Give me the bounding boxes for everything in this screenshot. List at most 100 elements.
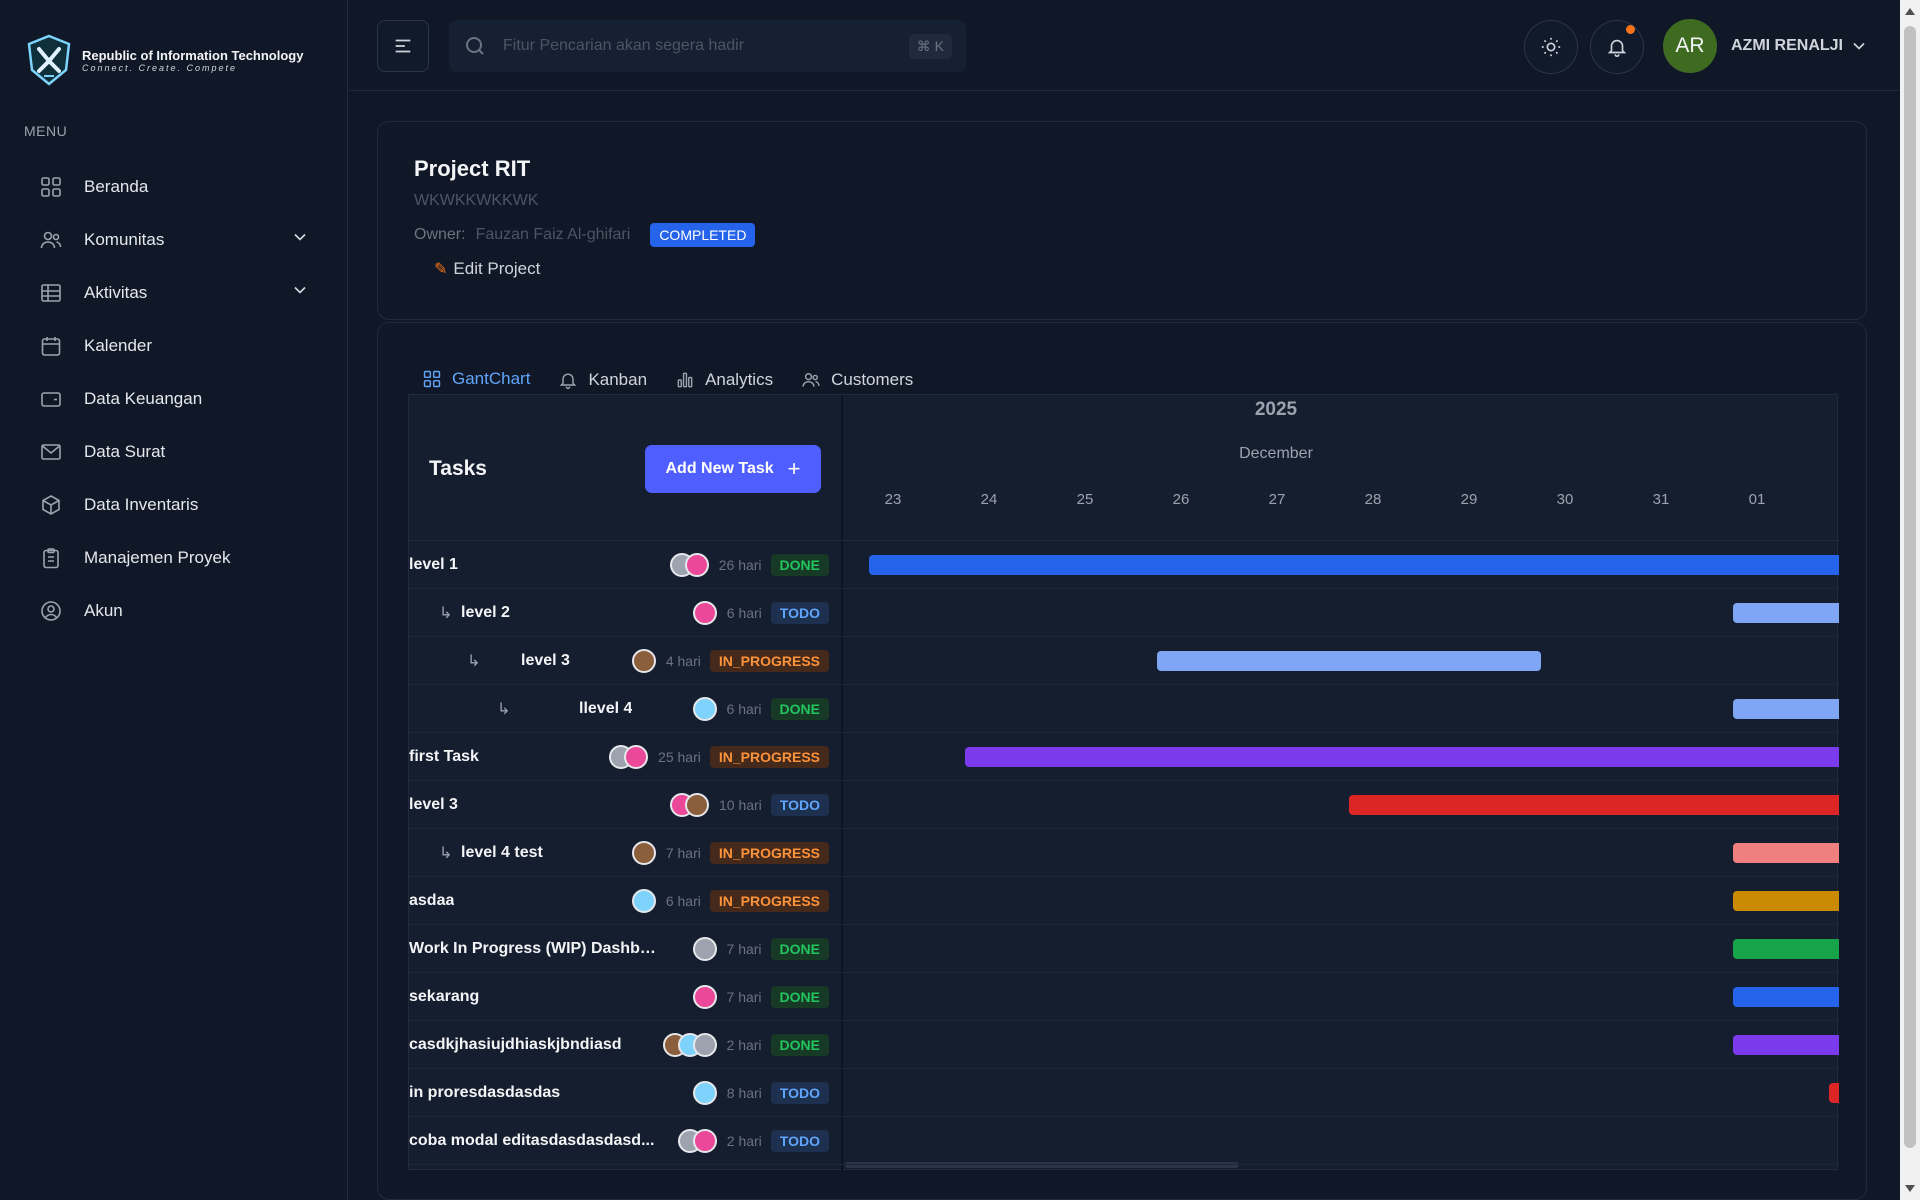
- tab-kanban[interactable]: Kanban: [544, 361, 661, 399]
- task-name[interactable]: in proresdasdasdas: [409, 1083, 561, 1101]
- task-row[interactable]: sekarang 7 hari DONE: [409, 973, 843, 1021]
- timeline-area[interactable]: 2025 December 23 24 25 26 27 28 29 30 31 01: [845, 395, 1839, 1171]
- box-icon: [38, 492, 64, 518]
- sidebar-item-komunitas[interactable]: Komunitas: [38, 213, 310, 266]
- scroll-down-arrow[interactable]: [1905, 1185, 1915, 1192]
- sidebar-item-label: Data Keuangan: [84, 388, 203, 408]
- sun-icon: [1541, 37, 1561, 57]
- clipboard-icon: [38, 545, 64, 571]
- assignee-avatar: [684, 792, 709, 817]
- subtask-arrow-icon: ↳: [467, 652, 481, 670]
- task-bar[interactable]: [1733, 891, 1839, 911]
- task-row[interactable]: casdkjhasiujdhiaskjbndiasd 2 hari DONE: [409, 1021, 843, 1069]
- task-name[interactable]: level 2: [461, 603, 510, 621]
- task-bar[interactable]: [1733, 843, 1839, 863]
- task-name[interactable]: sekarang: [409, 987, 480, 1005]
- assignee-avatar: [692, 984, 717, 1009]
- menu-label: MENU: [24, 123, 68, 139]
- add-new-task-label: Add New Task: [665, 460, 774, 477]
- sidebar-item-label: Data Surat: [84, 441, 166, 461]
- theme-toggle-button[interactable]: [1524, 20, 1578, 74]
- owner-label: Owner:: [414, 226, 466, 243]
- task-name[interactable]: level 4 test: [461, 843, 543, 861]
- notifications-button[interactable]: [1590, 20, 1644, 74]
- task-bar[interactable]: [869, 555, 1839, 575]
- sidebar-item-data-surat[interactable]: Data Surat: [38, 425, 310, 478]
- project-subtitle: WKWKKWKKWK: [414, 192, 539, 209]
- task-bar[interactable]: [1829, 1083, 1839, 1103]
- task-row[interactable]: ↳ level 3 4 hari IN_PROGRESS: [409, 637, 843, 685]
- task-row[interactable]: coba modal editasdasdasdasd... 2 hari TODO: [409, 1117, 843, 1165]
- task-bar[interactable]: [1733, 939, 1839, 959]
- task-status-badge: DONE: [770, 937, 829, 960]
- sidebar-item-data-inventaris[interactable]: Data Inventaris: [38, 478, 310, 531]
- user-circle-icon: [38, 598, 64, 624]
- task-duration: 2 hari: [726, 1132, 762, 1149]
- search-input[interactable]: [503, 37, 909, 55]
- task-bar[interactable]: [965, 747, 1839, 767]
- scroll-thumb[interactable]: [1904, 26, 1916, 1148]
- task-name[interactable]: llevel 4: [579, 699, 633, 717]
- view-tabs: GantChart Kanban Analytics Customers: [408, 361, 927, 399]
- task-bar[interactable]: [1733, 699, 1839, 719]
- task-name[interactable]: coba modal editasdasdasdasd...: [409, 1131, 655, 1149]
- sidebar-item-manajemen-proyek[interactable]: Manajemen Proyek: [38, 531, 310, 584]
- assignee-avatar: [692, 1080, 717, 1105]
- task-name[interactable]: first Task: [409, 747, 479, 765]
- task-bar[interactable]: [1733, 987, 1839, 1007]
- menu-toggle-button[interactable]: [377, 20, 429, 72]
- task-bar[interactable]: [1733, 603, 1839, 623]
- task-name[interactable]: casdkjhasiujdhiaskjbndiasd: [409, 1035, 622, 1053]
- task-row[interactable]: ↳ level 2 6 hari TODO: [409, 589, 843, 637]
- sidebar-item-akun[interactable]: Akun: [38, 584, 310, 637]
- grid-icon: [38, 174, 64, 200]
- assignee-avatar: [631, 648, 656, 673]
- task-row[interactable]: Work In Progress (WIP) Dashboard 7 hari DO…: [409, 925, 843, 973]
- task-row[interactable]: ↳ level 4 test 7 hari IN_PROGRESS: [409, 829, 843, 877]
- rit-logo-icon: [27, 34, 71, 86]
- task-name[interactable]: Work In Progress (WIP) Dashboard: [409, 939, 659, 957]
- grid-icon: [423, 370, 441, 388]
- timeline-day: 24: [980, 491, 998, 508]
- mail-icon: [38, 439, 64, 465]
- task-bar[interactable]: [1349, 795, 1839, 815]
- task-name[interactable]: asdaa: [409, 891, 455, 909]
- sidebar-item-kalender[interactable]: Kalender: [38, 319, 310, 372]
- timeline-day: 31: [1652, 491, 1670, 508]
- task-row[interactable]: level 1 26 hari DONE: [409, 541, 843, 589]
- tab-customers[interactable]: Customers: [787, 361, 927, 399]
- tab-analytics[interactable]: Analytics: [661, 361, 787, 399]
- edit-project-button[interactable]: ✎ Edit Project: [434, 259, 540, 279]
- add-new-task-button[interactable]: Add New Task +: [645, 445, 821, 493]
- task-row[interactable]: first Task 25 hari IN_PROGRESS: [409, 733, 843, 781]
- task-name[interactable]: level 1: [409, 555, 458, 573]
- sidebar-item-beranda[interactable]: Beranda: [38, 160, 310, 213]
- task-row[interactable]: asdaa 6 hari IN_PROGRESS: [409, 877, 843, 925]
- user-menu[interactable]: AZMI RENALJI: [1731, 36, 1869, 56]
- sidebar-item-aktivitas[interactable]: Aktivitas: [38, 266, 310, 319]
- task-assignees: [631, 648, 656, 673]
- timeline-scrollbar[interactable]: [845, 1162, 1239, 1168]
- timeline-month: December: [1239, 445, 1313, 462]
- task-bar[interactable]: [1733, 1035, 1839, 1055]
- task-duration: 6 hari: [665, 892, 701, 909]
- subtask-arrow-icon: ↳: [439, 604, 453, 622]
- task-row[interactable]: ↳ llevel 4 6 hari DONE: [409, 685, 843, 733]
- task-bar[interactable]: [1157, 651, 1541, 671]
- task-name[interactable]: level 3: [409, 795, 458, 813]
- search-bar[interactable]: ⌘ K: [449, 20, 966, 72]
- task-name[interactable]: level 3: [521, 651, 570, 669]
- page-scrollbar[interactable]: [1900, 0, 1920, 1200]
- task-row[interactable]: in proresdasdasdas 8 hari TODO: [409, 1069, 843, 1117]
- task-status-badge: TODO: [770, 1081, 829, 1104]
- scroll-up-arrow[interactable]: [1905, 8, 1915, 15]
- task-row[interactable]: level 3 10 hari TODO: [409, 781, 843, 829]
- timeline-row: [845, 829, 1839, 877]
- timeline-row: [845, 733, 1839, 781]
- user-avatar[interactable]: AR: [1663, 19, 1717, 73]
- assignee-avatar: [692, 936, 717, 961]
- sidebar-item-data-keuangan[interactable]: Data Keuangan: [38, 372, 310, 425]
- brand[interactable]: Republic of Information Technology Conne…: [26, 34, 303, 86]
- task-assignees: [631, 840, 656, 865]
- tab-label: GantChart: [452, 369, 531, 388]
